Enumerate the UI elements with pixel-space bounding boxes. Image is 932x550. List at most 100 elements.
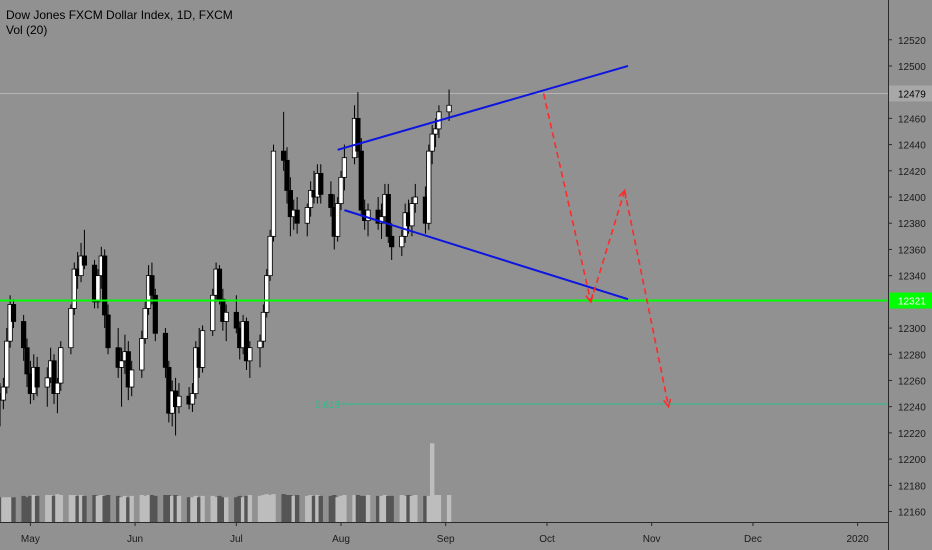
volume-bar <box>31 495 36 522</box>
volume-bar <box>234 497 239 522</box>
volume-bar <box>72 495 77 522</box>
candle-body <box>21 321 27 349</box>
candle-body <box>338 176 344 204</box>
time-tick-label: May <box>21 534 40 545</box>
volume-bar <box>240 497 246 522</box>
volume-bar <box>261 495 266 522</box>
time-tick-label: Aug <box>332 534 350 545</box>
volume-bar <box>45 495 50 522</box>
candle-body <box>308 190 314 208</box>
volume-bar <box>406 495 411 522</box>
candle-body <box>95 275 101 303</box>
volume-bar <box>288 495 293 522</box>
volume-bar <box>75 495 80 522</box>
volume-bar <box>365 495 371 522</box>
time-tick-label: 2020 <box>846 534 869 545</box>
price-tick-label: 12240 <box>898 403 926 414</box>
candle-body <box>7 304 13 342</box>
volume-bar <box>389 495 394 522</box>
volume-bar <box>129 495 134 522</box>
price-tick-label: 12380 <box>898 219 926 230</box>
volume-bar <box>379 495 384 522</box>
candle-body <box>355 117 361 152</box>
candle-body <box>412 196 418 204</box>
time-tick-label: Oct <box>539 534 555 545</box>
candle-body <box>44 377 50 388</box>
candle-body <box>247 347 253 362</box>
candle-body <box>358 150 364 211</box>
price-axis: 12160 12180 12200 12220 12240 12260 12280 12300… <box>888 0 932 550</box>
candle-body <box>385 193 391 237</box>
volume-bar <box>402 495 408 522</box>
volume-bar <box>237 495 242 522</box>
candle-body <box>189 393 196 405</box>
volume-bar <box>338 495 344 522</box>
volume-bar <box>51 495 57 522</box>
projection-segment <box>623 190 670 407</box>
volume-bar <box>362 495 367 522</box>
volume-bar <box>119 497 124 522</box>
candle-body <box>78 255 84 277</box>
volume-bar <box>375 495 381 522</box>
volume-bar <box>169 495 175 522</box>
candle-body <box>115 347 121 368</box>
price-tick-label: 12200 <box>898 455 926 466</box>
candle-body <box>68 307 74 349</box>
candle-body <box>365 209 371 222</box>
candle-body <box>304 207 310 224</box>
volume-bar <box>68 495 74 522</box>
volume-bar <box>382 495 388 522</box>
volume-bar <box>0 497 3 522</box>
candle-body <box>199 330 206 368</box>
candle-body <box>24 347 30 375</box>
volume-bar <box>409 495 415 522</box>
candle-body <box>243 321 250 362</box>
candle-body <box>4 340 10 388</box>
volume-bar <box>139 495 145 522</box>
volume-bar <box>318 495 323 522</box>
time-axis: May Jun Jul Aug Sep Oct Nov Dec 2020 <box>0 522 888 550</box>
projection-segment <box>590 190 626 303</box>
volume-bar <box>220 497 226 522</box>
candle-body <box>54 382 60 394</box>
chart-title: Dow Jones FXCM Dollar Index, 1D, FXCM <box>6 8 233 22</box>
candle-body <box>34 366 40 388</box>
candle-body <box>257 340 263 349</box>
candle-body <box>409 203 415 227</box>
price-tick-label: 12280 <box>898 350 926 361</box>
chart-legend: Dow Jones FXCM Dollar Index, 1D, FXCM Vo… <box>6 8 233 38</box>
candle-body <box>166 366 172 414</box>
candle-body <box>51 360 57 394</box>
volume-bar <box>166 495 172 522</box>
volume-bar <box>355 495 361 522</box>
support-price-badge-label: 12321 <box>898 297 926 308</box>
volume-bar <box>386 495 391 522</box>
volume-bar <box>146 495 151 522</box>
volume-bar <box>267 495 273 522</box>
volume-bar <box>311 495 317 522</box>
time-axis-background <box>0 522 888 550</box>
candle-body <box>210 294 216 332</box>
candle-body <box>281 150 287 161</box>
lower-wedge-line <box>344 209 629 301</box>
price-tick-label: 12520 <box>898 36 926 47</box>
candles <box>0 89 452 436</box>
volume-bar <box>436 495 442 522</box>
candle-body <box>429 133 435 152</box>
volume-bar <box>126 497 131 522</box>
volume-bar <box>210 495 215 522</box>
candle-body <box>81 255 88 266</box>
price-tick-label: 12220 <box>898 429 926 440</box>
candle-body <box>162 332 169 368</box>
volume-bar <box>271 494 276 522</box>
candle-body <box>176 395 182 408</box>
price-tick-label: 12440 <box>898 141 926 152</box>
candle-body <box>125 351 131 388</box>
volume-bar <box>186 497 192 522</box>
candle-body <box>294 209 300 224</box>
time-tick-label: Jul <box>230 534 243 545</box>
volume-bar <box>352 495 357 522</box>
time-tick-label: Sep <box>437 534 455 545</box>
volume-bar <box>102 495 107 522</box>
